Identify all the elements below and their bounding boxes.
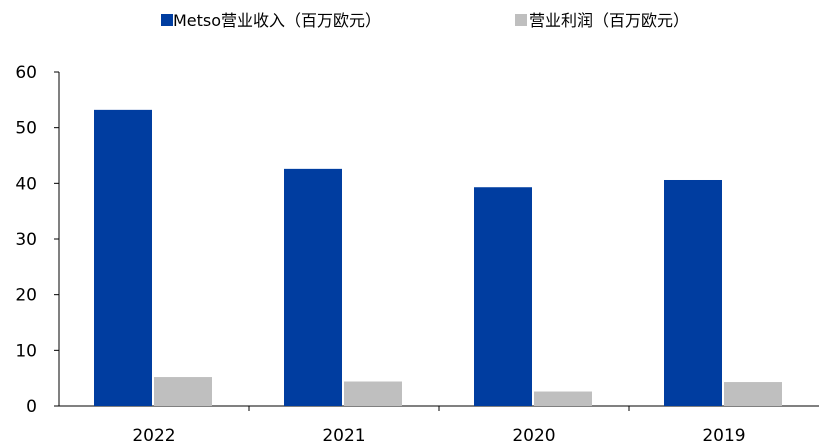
legend-swatch-revenue — [161, 14, 173, 26]
x-tick-label: 2021 — [322, 426, 365, 443]
legend: Metso营业收入（百万欧元） 营业利润（百万欧元） — [161, 11, 689, 30]
bar-operating-profit-2022 — [154, 377, 212, 406]
bar-revenue-2022 — [94, 109, 152, 406]
y-tick-label: 40 — [15, 174, 37, 194]
legend-label-operating-profit: 营业利润（百万欧元） — [529, 11, 689, 30]
y-tick-label: 10 — [15, 341, 37, 361]
x-tick-label: 2020 — [512, 426, 555, 443]
y-tick-label: 0 — [26, 397, 37, 417]
axes: 0 10 20 30 40 50 60 2022 2021 2020 2019 — [15, 63, 819, 446]
legend-label-revenue: Metso营业收入（百万欧元） — [173, 11, 381, 30]
bar-operating-profit-2020 — [534, 391, 592, 406]
bar-revenue-2021 — [284, 168, 342, 406]
y-tick-label: 60 — [15, 63, 37, 83]
y-tick-label: 30 — [15, 230, 37, 250]
legend-swatch-operating-profit — [515, 14, 527, 26]
x-tick-label: 2022 — [132, 426, 175, 443]
x-tick-label: 2019 — [702, 426, 745, 443]
y-tick-label: 20 — [15, 286, 37, 306]
bar-revenue-2020 — [474, 187, 532, 406]
bar-operating-profit-2019 — [724, 382, 782, 406]
y-tick-label: 50 — [15, 119, 37, 139]
bar-operating-profit-2021 — [344, 381, 402, 406]
bar-revenue-2019 — [664, 179, 722, 406]
bars — [94, 109, 782, 406]
